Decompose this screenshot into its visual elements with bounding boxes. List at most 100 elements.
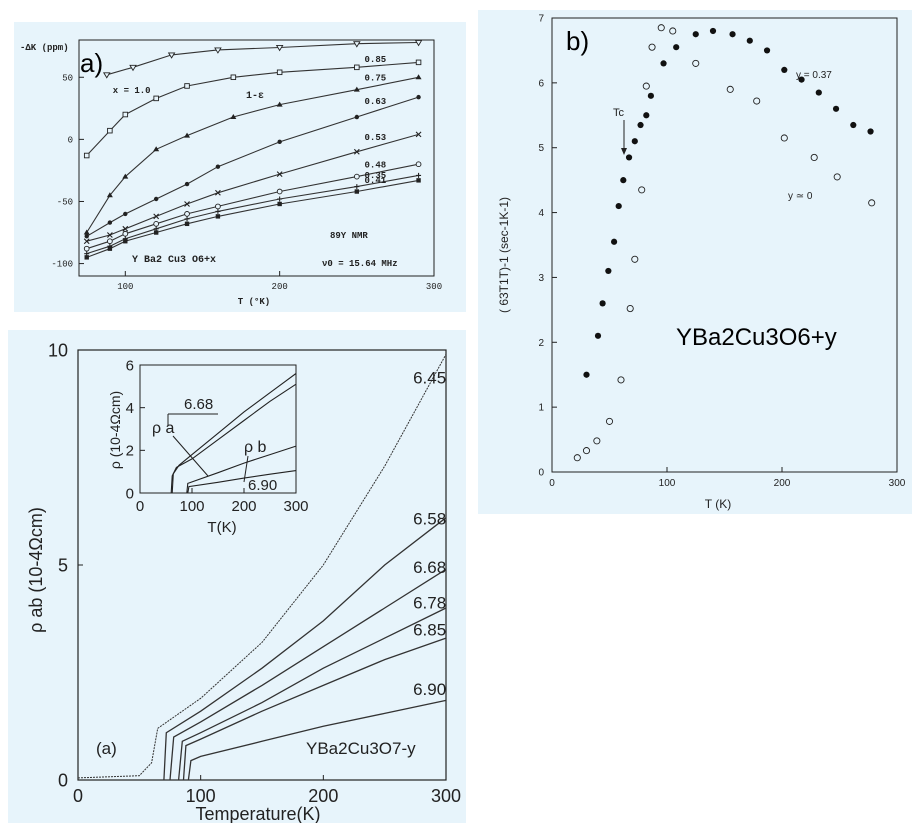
chart-c-inset-xtick-label-1: 100 xyxy=(179,498,204,515)
chart-b-series-0-point-9 xyxy=(637,121,644,129)
chart-b-series-0-point-0 xyxy=(583,371,590,378)
chart-c-series-1-line xyxy=(163,517,447,781)
chart-a-series-0-point-1 xyxy=(129,64,137,72)
chart-a-xtick-label-2: 300 xyxy=(426,282,442,292)
chart-b-series-1-point-14 xyxy=(753,97,761,105)
chart-b-series-1-point-8 xyxy=(642,82,650,90)
chart-a-series-5-point-0 xyxy=(83,245,90,252)
chart-a-series-2-point-7 xyxy=(353,86,360,92)
chart-c-inset-xtick-label-0: 0 xyxy=(136,498,144,515)
panel-b: b) T (K) ( 63T1T)-1 (sec-1K-1) Tc YBa2Cu… xyxy=(478,10,912,514)
chart-b-series-0-point-19 xyxy=(781,66,788,73)
chart-a-series-3-point-2 xyxy=(123,211,128,217)
chart-a-panel-label: a) xyxy=(80,48,103,78)
chart-a-series-1-label: 0.85 xyxy=(365,55,387,65)
chart-a-series-3-point-1 xyxy=(107,220,113,225)
chart-b-series-0-point-14 xyxy=(692,31,699,38)
chart-b-series-0-point-23 xyxy=(850,121,857,129)
chart-b-series-0-point-8 xyxy=(631,138,638,145)
chart-c-ytick-label-1: 5 xyxy=(58,555,68,575)
chart-c-xtick-label-2: 200 xyxy=(308,786,338,806)
chart-c-svg: c) Temperature(K) ρ ab (10-4Ωcm) (a) YBa… xyxy=(26,340,461,823)
chart-b-series-0-point-17 xyxy=(746,37,753,44)
chart-a-series-2-point-5 xyxy=(230,114,237,120)
chart-a-series-1-point-0 xyxy=(83,152,90,159)
chart-c-inset-xtick-label-2: 200 xyxy=(231,498,256,515)
chart-a-series-0-point-3 xyxy=(214,47,222,54)
chart-b-ytick-label-6: 6 xyxy=(538,78,544,89)
chart-b-series-1-point-15 xyxy=(780,134,788,142)
chart-a-series-5-point-2 xyxy=(122,230,129,237)
chart-a-series-4-point-7 xyxy=(353,148,360,155)
chart-c-inset-ytick-label-1: 2 xyxy=(126,443,134,460)
chart-c-xtick-label-0: 0 xyxy=(73,786,83,806)
chart-a-series-5-point-5 xyxy=(215,203,221,210)
chart-a-series-1-point-8 xyxy=(415,59,422,66)
chart-a-series-1-point-2 xyxy=(122,111,129,118)
chart-b-series-0-point-2 xyxy=(599,300,606,307)
chart-c-inset-ytick-label-0: 0 xyxy=(126,485,134,502)
chart-a-series-1-point-1 xyxy=(107,127,113,134)
chart-b-xtick-label-0: 0 xyxy=(549,478,555,489)
chart-b-ytick-label-1: 1 xyxy=(538,403,544,414)
chart-a-series-5-point-1 xyxy=(107,238,113,245)
chart-b-compound: YBa2Cu3O6+y xyxy=(676,324,837,351)
chart-a-ytick-label-0: 50 xyxy=(62,73,73,83)
chart-b-series-1-point-16 xyxy=(810,153,818,161)
chart-a-xtick-label-0: 100 xyxy=(117,282,133,292)
chart-b-series-0-point-6 xyxy=(620,177,627,184)
chart-a-series-5-point-3 xyxy=(153,220,160,227)
chart-b-xtick-label-2: 200 xyxy=(774,478,791,489)
chart-a-ylabel: -ΔK (ppm) xyxy=(20,43,69,53)
chart-c-inset-series-2-line xyxy=(186,445,297,494)
chart-b-ytick-label-0: 0 xyxy=(538,468,544,479)
chart-b-series-0-point-20 xyxy=(798,76,805,83)
chart-b-ytick-label-2: 2 xyxy=(538,338,544,349)
chart-b-series-1-point-4 xyxy=(617,376,625,384)
chart-a-series-6-point-8 xyxy=(416,172,422,178)
chart-a-series-6-point-5 xyxy=(215,208,221,214)
chart-a-series-7-point-4 xyxy=(184,221,190,227)
chart-b-tc-label: Tc xyxy=(613,107,625,119)
chart-c-inset-ytick-label-3: 6 xyxy=(126,357,134,374)
chart-c-inset-label-690: 6.90 xyxy=(248,477,277,494)
chart-a-series-2-label: 0.75 xyxy=(365,73,387,83)
chart-b-series-1-point-11 xyxy=(669,27,677,35)
chart-b-series-0-point-7 xyxy=(625,154,633,161)
chart-c-series-4-line xyxy=(182,637,447,781)
chart-b-series-1-point-10 xyxy=(657,24,665,32)
chart-b-series-0-point-22 xyxy=(832,105,840,112)
chart-c-series-0-line xyxy=(77,354,447,779)
chart-c-series-3-label: 6.78 xyxy=(413,594,446,613)
chart-a-series-7-point-8 xyxy=(416,178,421,183)
chart-b-tc-arrowhead xyxy=(621,148,627,155)
chart-a-series-4-point-5 xyxy=(215,189,221,196)
chart-b-legend-y037: y = 0.37 xyxy=(796,70,832,81)
chart-c-inset-series-3-line xyxy=(187,470,297,494)
chart-b-series-1-point-18 xyxy=(868,199,876,207)
chart-a-xlabel: T (°K) xyxy=(238,297,270,307)
chart-b-ytick-label-7: 7 xyxy=(538,14,544,25)
chart-b-series-0-point-18 xyxy=(763,47,771,54)
chart-b-series-0-point-13 xyxy=(673,44,680,51)
chart-b-svg: b) T (K) ( 63T1T)-1 (sec-1K-1) Tc YBa2Cu… xyxy=(497,14,906,512)
chart-a-series-6-label: 0.35 xyxy=(365,171,387,181)
chart-a-series-4-point-2 xyxy=(122,225,129,232)
chart-a-series-3-point-3 xyxy=(153,196,159,202)
chart-c-series-0-label: 6.45 xyxy=(413,368,446,387)
chart-c-inset-ylabel: ρ (10-4Ωcm) xyxy=(107,391,123,469)
chart-a-series-7-point-3 xyxy=(153,230,159,235)
chart-c-xlabel: Temperature(K) xyxy=(195,804,320,823)
chart-a-series-0-point-2 xyxy=(167,52,176,59)
chart-a-series-7-point-2 xyxy=(123,239,128,244)
chart-a-series-5-point-8 xyxy=(415,161,422,168)
chart-c-compound: YBa2Cu3O7-y xyxy=(306,739,416,758)
chart-a-series-3-point-0 xyxy=(84,234,89,239)
chart-a-series-0-point-6 xyxy=(414,40,423,47)
chart-b-series-0-point-5 xyxy=(615,202,622,210)
chart-c-inset-label-668: 6.68 xyxy=(184,396,213,413)
chart-a-series-0-point-4 xyxy=(275,45,284,52)
chart-a-series-5-point-7 xyxy=(353,173,360,180)
chart-a-series-2-point-4 xyxy=(184,132,191,138)
chart-b-panel-label: b) xyxy=(566,26,589,56)
